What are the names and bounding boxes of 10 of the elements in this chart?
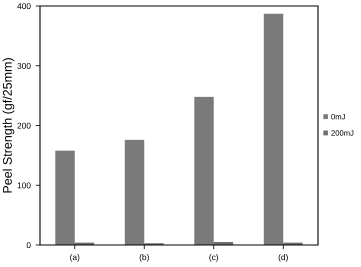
y-tick-label: 400	[17, 3, 31, 10]
y-tick-label: 200	[17, 122, 31, 129]
x-tick-label: (b)	[140, 254, 149, 262]
y-axis-title: Peel Strength (gf/25mm)	[2, 58, 14, 193]
y-tick-label: 300	[17, 62, 31, 69]
x-tick-label: (a)	[70, 254, 80, 262]
x-tick-label: (c)	[209, 254, 218, 262]
x-tick-label: (d)	[278, 254, 288, 262]
y-tick-label: 100	[18, 182, 31, 188]
y-tick-label: 0	[26, 242, 31, 248]
